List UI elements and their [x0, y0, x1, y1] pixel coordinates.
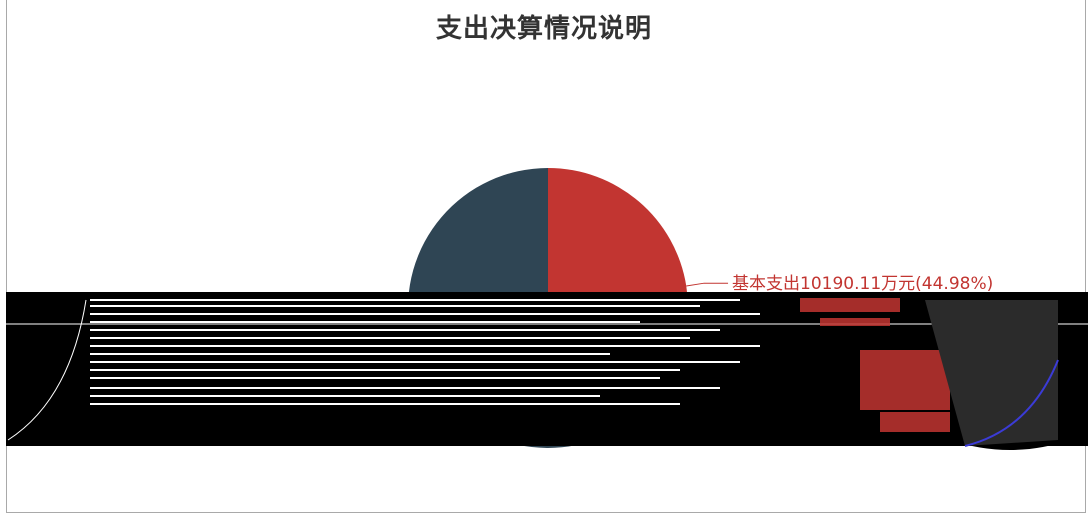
glitch-dark-fragment [925, 300, 1058, 446]
glitch-blue-arc [964, 359, 1059, 447]
glitch-red-fragment-1 [800, 298, 900, 312]
glitch-arc-fill [950, 440, 1070, 450]
chart-title: 支出决算情况说明 [435, 14, 652, 44]
render-glitch-band [6, 292, 1088, 450]
glitch-red-fragment-4 [880, 412, 950, 432]
pie-labels: 基本支出10190.11万元(44.98%) [686, 274, 993, 294]
label-leader-line-1 [686, 282, 729, 287]
glitch-red-fragment-3 [860, 350, 950, 410]
glitch-red-fragment-2 [820, 318, 890, 326]
glitch-left-arc [7, 299, 87, 441]
slice-label-1: 基本支出10190.11万元(44.98%) [732, 274, 993, 294]
